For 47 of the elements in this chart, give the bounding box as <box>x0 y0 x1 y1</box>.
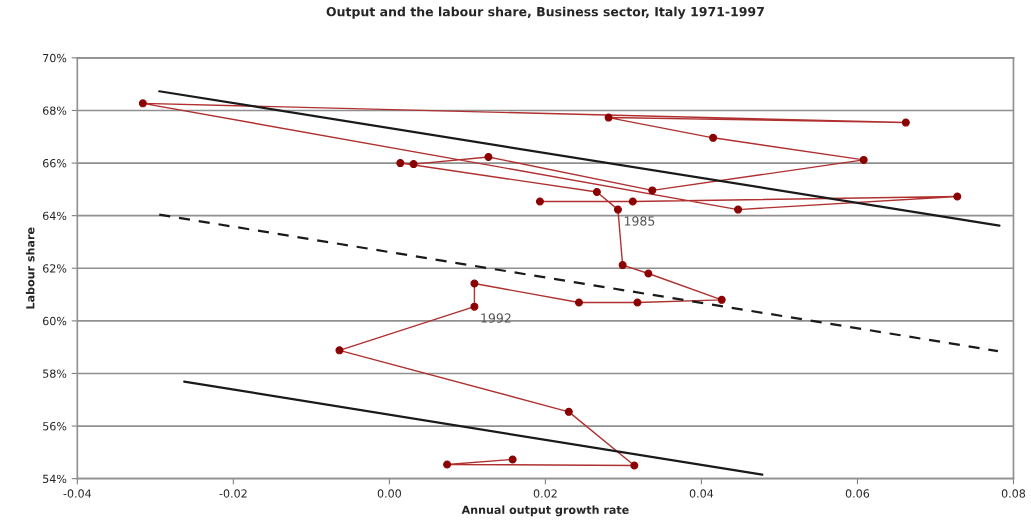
x-tick-label: 0.02 <box>533 489 557 498</box>
y-tick-label: 56% <box>43 422 67 431</box>
point <box>953 192 962 201</box>
point <box>604 113 613 122</box>
x-axis-title: Annual output growth rate <box>461 505 629 517</box>
y-tick-label: 62% <box>42 264 67 273</box>
point <box>709 133 718 142</box>
point <box>396 159 405 168</box>
point <box>633 298 642 307</box>
point <box>535 197 544 206</box>
point <box>592 188 601 196</box>
x-tick-label: -0.02 <box>219 489 247 498</box>
point <box>644 269 653 278</box>
point <box>717 295 726 304</box>
point <box>613 205 622 214</box>
point <box>484 153 493 161</box>
point <box>630 461 639 470</box>
point <box>574 298 583 307</box>
point <box>409 160 418 169</box>
point <box>470 279 479 288</box>
chart-title: Output and the labour share, Business sector, Italy 1971-1997 <box>326 6 764 19</box>
x-tick-label: 0.04 <box>689 489 714 498</box>
point <box>508 455 517 464</box>
y-axis-title: Labour share <box>25 227 35 309</box>
point <box>443 460 452 469</box>
point <box>648 186 657 195</box>
y-tick-label: 58% <box>43 369 67 378</box>
y-tick-label: 60% <box>42 316 67 326</box>
point <box>564 407 573 416</box>
point <box>734 205 743 214</box>
point <box>859 155 868 164</box>
y-tick-label: 70% <box>43 53 67 63</box>
x-tick-label: 0.00 <box>377 489 402 498</box>
x-tick-label: -0.04 <box>63 489 92 498</box>
y-tick-label: 66% <box>42 159 67 168</box>
point <box>618 261 627 270</box>
point <box>901 118 910 127</box>
y-tick-label: 54% <box>43 474 67 484</box>
point <box>628 197 637 206</box>
annotation: 1985 <box>624 216 655 226</box>
point <box>470 302 479 311</box>
point <box>138 99 147 108</box>
point <box>335 346 344 355</box>
y-tick-label: 64% <box>42 211 67 221</box>
x-tick-label: 0.06 <box>845 489 870 498</box>
y-tick-label: 68% <box>42 106 67 115</box>
x-tick-label: 0.08 <box>1001 489 1026 498</box>
